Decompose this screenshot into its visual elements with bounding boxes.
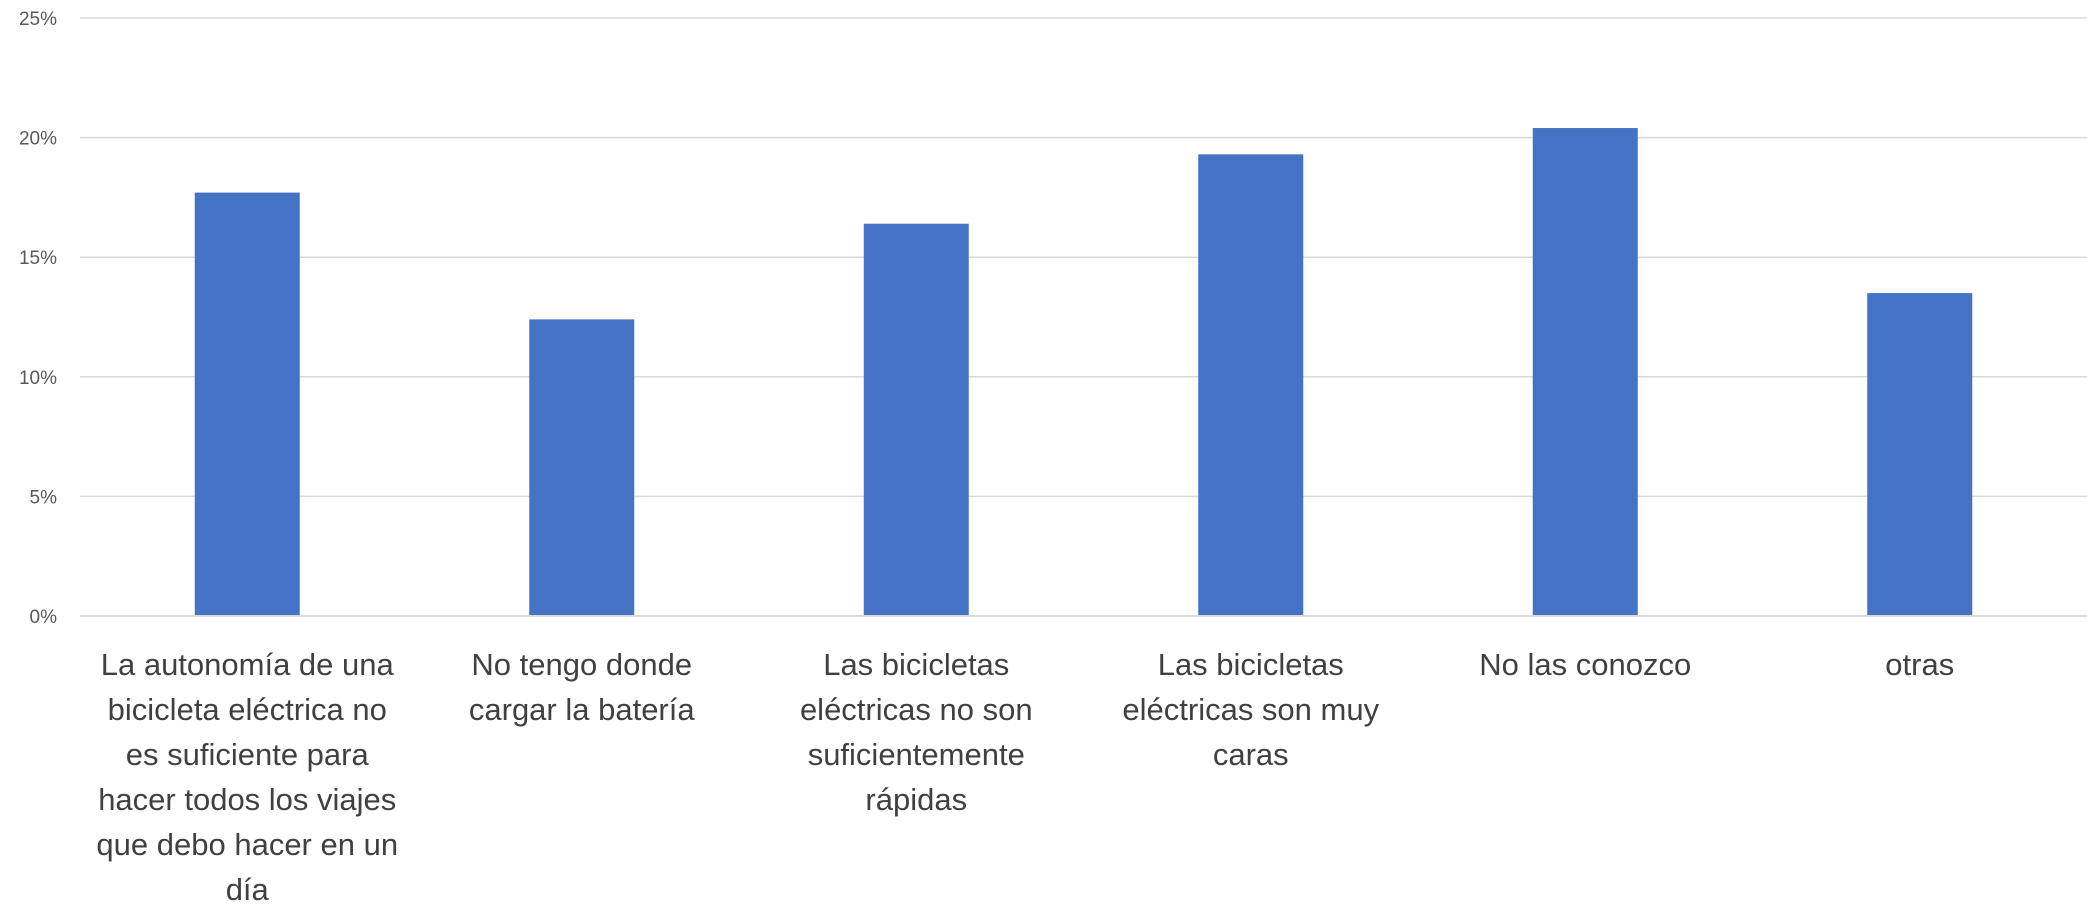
y-axis-tick-labels: 0% 5% 10% 15% 20% 25% [19, 9, 57, 628]
x-category-label: La autonomía de una bicicleta eléctrica n… [96, 647, 398, 906]
x-category-label: Las bicicletas eléctricas son muy caras [1122, 647, 1379, 772]
bar [863, 223, 969, 616]
bar [529, 319, 635, 616]
bar [1867, 293, 1973, 616]
x-category-label: otras [1885, 647, 1954, 682]
x-category-label: No tengo donde cargar la batería [469, 647, 695, 727]
gridlines [80, 17, 2087, 498]
y-tick-label: 0% [30, 607, 58, 628]
y-tick-label: 20% [19, 129, 57, 150]
y-tick-label: 5% [30, 487, 58, 508]
bar [194, 192, 300, 616]
bars [194, 128, 1973, 617]
bar [1198, 154, 1304, 616]
bar [1532, 128, 1638, 617]
x-category-label: No las conozco [1479, 647, 1691, 682]
y-tick-label: 15% [19, 248, 57, 269]
y-tick-label: 10% [19, 368, 57, 389]
y-tick-label: 25% [19, 9, 57, 30]
x-category-label: Las bicicletas eléctricas no son suficient… [800, 647, 1033, 817]
x-axis-category-labels: La autonomía de una bicicleta eléctrica n… [96, 647, 1954, 906]
